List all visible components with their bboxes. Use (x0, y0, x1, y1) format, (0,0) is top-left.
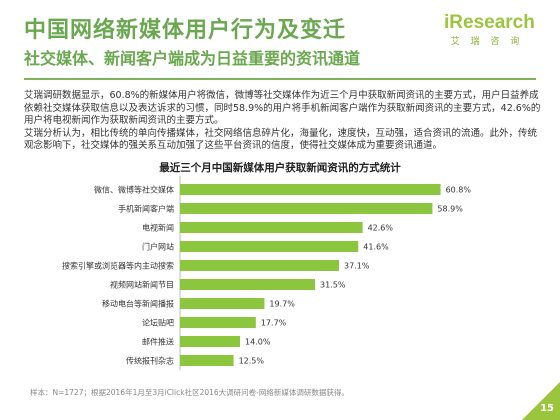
value-label: 60.8% (446, 186, 472, 195)
page-title: 中国网络新媒体用户行为及变迁 (24, 18, 347, 43)
value-label: 14.0% (245, 338, 271, 347)
category-label: 门户网站 (142, 242, 174, 252)
bar-chart: 微信、微博等社交媒体 60.8% 手机新闻客户端 58.9% 电视新闻 42.6% 门户网站… (62, 176, 472, 370)
bar (180, 184, 441, 195)
value-label: 58.9% (437, 205, 463, 214)
bar (180, 317, 256, 328)
bar (180, 241, 359, 252)
value-label: 37.1% (344, 262, 370, 271)
value-label: 41.6% (363, 243, 389, 252)
bar (180, 222, 363, 233)
value-label: 17.7% (261, 319, 287, 328)
bar (180, 336, 240, 347)
logo-subtext: 艾 瑞 咨 询 (450, 37, 524, 47)
value-label: 12.5% (239, 357, 265, 366)
page-subtitle: 社交媒体、新闻客户端成为日益重要的资讯通道 (24, 49, 361, 68)
chart-title: 最近三个月中国新媒体用户获取新闻资讯的方式统计 (159, 162, 401, 174)
bar (180, 298, 265, 309)
value-label: 31.5% (320, 281, 346, 290)
iresearch-logo: iResearch 艾 瑞 咨 询 (444, 12, 535, 47)
category-label: 手机新闻客户端 (118, 204, 174, 214)
category-label: 微信、微博等社交媒体 (94, 185, 174, 195)
body-paragraph-1: 艾瑞调研数据显示，60.8%的新媒体用户将微信，微博等社交媒体作为近三个月中获取… (24, 90, 541, 126)
header-divider (24, 78, 536, 80)
category-label: 移动电台等新闻播报 (102, 299, 174, 309)
source-footnote: 样本：N=1727；根据2016年1月至3月iClick社区2016大调研问卷-… (30, 388, 349, 397)
page-number: 15 (540, 403, 554, 414)
bar (180, 203, 433, 214)
bar (180, 279, 315, 290)
value-label: 42.6% (368, 224, 394, 233)
value-label: 19.7% (269, 300, 295, 309)
category-label: 邮件推送 (142, 337, 174, 347)
category-label: 视频网站新闻节目 (110, 280, 174, 290)
category-label: 论坛贴吧 (142, 318, 174, 328)
category-label: 电视新闻 (142, 223, 174, 233)
bar (180, 260, 339, 271)
category-label: 传统报刊杂志 (126, 356, 174, 366)
body-text: 艾瑞调研数据显示，60.8%的新媒体用户将微信，微博等社交媒体作为近三个月中获取… (24, 90, 542, 153)
category-label: 搜索引擎或浏览器等内主动搜索 (62, 261, 174, 271)
body-paragraph-2: 艾瑞分析认为，相比传统的单向传播媒体，社交网络信息碎片化，海量化，速度快，互动强… (24, 127, 538, 152)
bar (180, 355, 234, 366)
page-corner (522, 382, 560, 420)
logo-text: iResearch (444, 12, 535, 33)
